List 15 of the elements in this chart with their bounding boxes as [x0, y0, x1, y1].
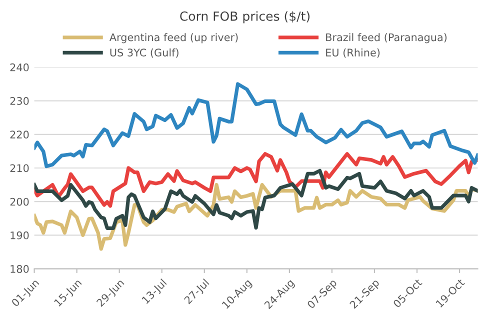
y-tick-label: 230	[10, 97, 29, 105]
legend-label: EU (Rhine)	[326, 48, 380, 58]
legend-label: Argentina feed (up river)	[109, 33, 238, 44]
y-tick-label: 180	[10, 265, 29, 273]
y-tick-label: 190	[10, 231, 29, 240]
y-tick-label: 200	[10, 198, 29, 206]
y-tick-label: 240	[10, 63, 29, 72]
legend-label: US 3YC (Gulf)	[110, 48, 178, 58]
line-series	[34, 168, 478, 230]
line-series	[34, 152, 478, 208]
y-tick-label: 210	[10, 164, 29, 172]
line-series	[34, 82, 478, 168]
legend-label: Brazil feed (Paranagua)	[326, 33, 447, 44]
chart-title: Corn FOB prices ($/t)	[180, 11, 310, 24]
y-tick-label: 220	[10, 130, 29, 139]
